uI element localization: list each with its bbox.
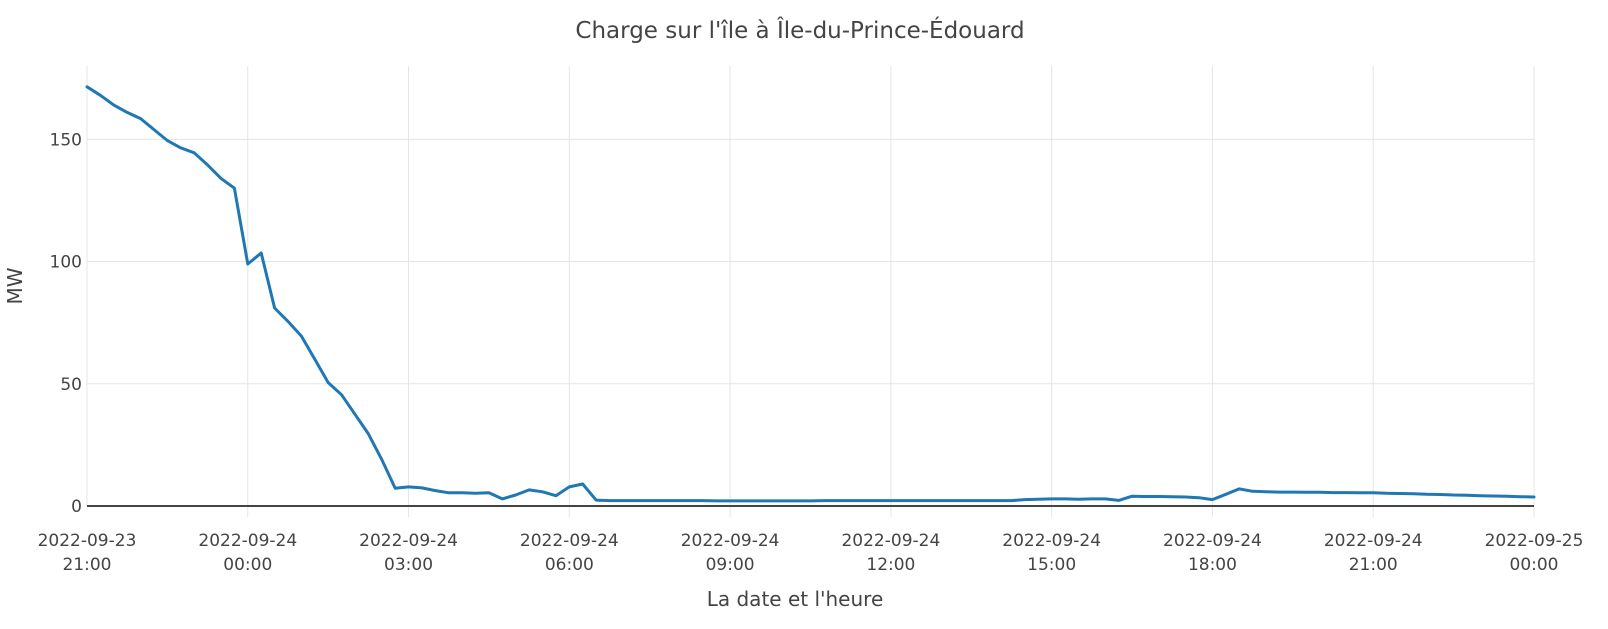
x-tick-label: 2022-09-24 06:00 <box>520 531 619 575</box>
x-tick-label: 2022-09-24 03:00 <box>359 531 458 575</box>
y-tick-label: 50 <box>60 375 82 395</box>
x-tick-label: 2022-09-24 12:00 <box>841 531 940 575</box>
chart-title: Charge sur l'île à Île-du-Prince-Édouard <box>575 16 1024 44</box>
y-axis-title: MW <box>3 267 27 304</box>
y-tick-label: 100 <box>50 253 82 273</box>
load-series-line <box>85 85 1536 503</box>
y-tick-label: 0 <box>71 497 82 517</box>
plot-area[interactable] <box>87 66 1534 506</box>
x-tick-label: 2022-09-23 21:00 <box>38 531 137 575</box>
x-axis-title: La date et l'heure <box>707 587 884 611</box>
grid-layer <box>86 66 1535 517</box>
axis-layer: 2022-09-23 21:00 2022-09-24 00:00 2022-09-24… <box>38 130 1584 575</box>
x-tick-label: 2022-09-25 00:00 <box>1485 531 1584 575</box>
x-tick-label: 2022-09-24 00:00 <box>198 531 297 575</box>
x-tick-label: 2022-09-24 09:00 <box>681 531 780 575</box>
series-layer <box>85 85 1536 503</box>
y-tick-label: 150 <box>50 130 82 150</box>
x-tick-label: 2022-09-24 15:00 <box>1002 531 1101 575</box>
x-tick-label: 2022-09-24 21:00 <box>1324 531 1423 575</box>
x-tick-label: 2022-09-24 18:00 <box>1163 531 1262 575</box>
